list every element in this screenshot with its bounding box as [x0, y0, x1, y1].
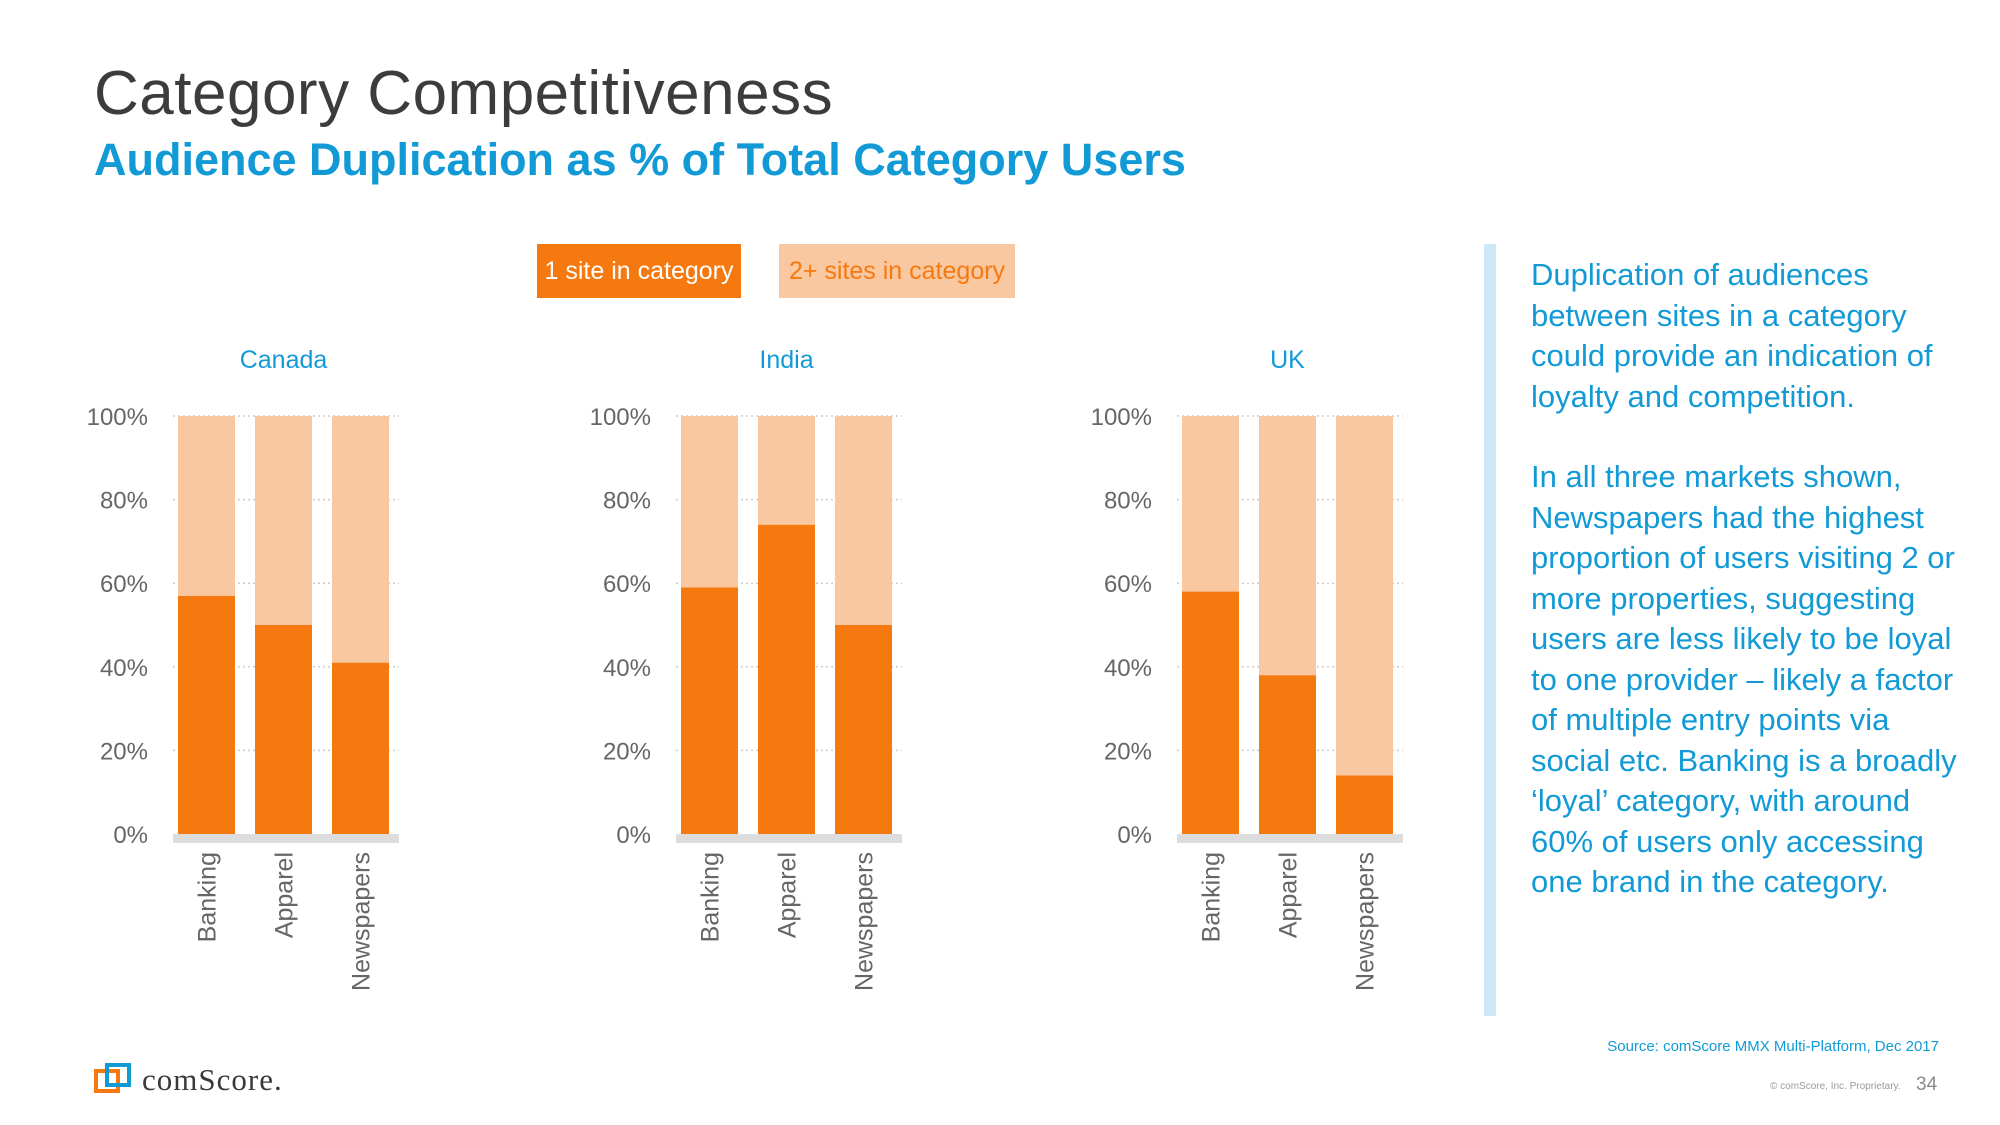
insight-paragraph-2: In all three markets shown, Newspapers h…	[1531, 459, 1957, 899]
x-tick-label-india-2: Newspapers	[851, 852, 879, 991]
y-tick-label-canada-1: 20%	[100, 738, 148, 765]
baseline-canada	[173, 834, 399, 843]
x-tick-label-uk-2: Newspapers	[1352, 852, 1380, 991]
bar-uk-newspapers-series-1	[1336, 775, 1393, 834]
bar-india-banking-series-2	[681, 416, 738, 588]
comscore-logo-text: comScore.	[142, 1062, 283, 1097]
bar-canada-newspapers-series-2	[332, 416, 389, 663]
y-tick-label-canada-0: 0%	[113, 822, 148, 849]
bar-canada-apparel-series-1	[255, 625, 312, 834]
y-tick-label-uk-4: 80%	[1104, 488, 1152, 515]
y-tick-label-india-4: 80%	[603, 488, 651, 515]
bar-uk-newspapers-series-2	[1336, 416, 1393, 776]
y-tick-label-uk-1: 20%	[1104, 738, 1152, 765]
chart-uk: UK 0% 20% 40% 60% 80% 100% Banking Apparel Newspa…	[1091, 346, 1403, 991]
chart-canada: Canada 0% 20% 40% 60% 80% 100% Banking Apparel Ne…	[87, 346, 399, 991]
chart-india: India 0% 20% 40% 60% 80% 100% Banking Apparel New…	[590, 346, 902, 991]
y-tick-label-canada-5: 100%	[87, 404, 148, 431]
page-number: 34	[1916, 1074, 1938, 1095]
baseline-india	[676, 834, 902, 843]
page-subtitle: Audience Duplication as % of Total Categ…	[94, 134, 1186, 185]
bar-canada-banking-series-1	[178, 595, 235, 834]
bar-uk-banking-series-2	[1182, 416, 1239, 592]
bar-uk-apparel-series-1	[1259, 675, 1316, 834]
y-tick-label-uk-0: 0%	[1117, 822, 1152, 849]
comscore-logo-icon	[94, 1063, 131, 1093]
y-tick-label-canada-4: 80%	[100, 488, 148, 515]
x-tick-label-canada-2: Newspapers	[348, 852, 376, 991]
bar-india-newspapers-series-2	[835, 416, 892, 625]
y-tick-label-india-0: 0%	[616, 822, 651, 849]
bar-india-apparel-series-1	[758, 524, 815, 834]
y-tick-label-india-1: 20%	[603, 738, 651, 765]
bar-uk-banking-series-1	[1182, 591, 1239, 834]
y-tick-label-canada-2: 40%	[100, 655, 148, 682]
legend-item-1-site: 1 site in category	[537, 244, 741, 298]
y-tick-label-india-2: 40%	[603, 655, 651, 682]
x-tick-label-canada-1: Apparel	[271, 852, 299, 938]
chart-title-india: India	[759, 346, 813, 374]
source-note: Source: comScore MMX Multi-Platform, Dec…	[1607, 1038, 1939, 1055]
x-tick-label-uk-1: Apparel	[1275, 852, 1303, 938]
y-tick-label-canada-3: 60%	[100, 571, 148, 598]
charts-area: Canada 0% 20% 40% 60% 80% 100% Banking Apparel Ne…	[87, 346, 1403, 991]
x-tick-label-uk-0: Banking	[1198, 852, 1226, 942]
chart-title-canada: Canada	[240, 346, 328, 374]
page-title: Category Competitiveness	[94, 59, 834, 128]
bar-uk-apparel-series-2	[1259, 416, 1316, 676]
y-tick-label-india-3: 60%	[603, 571, 651, 598]
chart-title-uk: UK	[1270, 346, 1305, 374]
baseline-uk	[1177, 834, 1403, 843]
y-tick-label-uk-5: 100%	[1091, 404, 1152, 431]
bar-canada-newspapers-series-1	[332, 662, 389, 834]
insight-text: Duplication of audiences between sites i…	[1531, 255, 1971, 943]
insight-paragraph-1: Duplication of audiences between sites i…	[1531, 257, 1933, 414]
y-tick-label-uk-2: 40%	[1104, 655, 1152, 682]
sidebar-divider	[1484, 244, 1496, 1016]
bar-canada-banking-series-2	[178, 416, 235, 596]
y-tick-label-uk-3: 60%	[1104, 571, 1152, 598]
bar-india-banking-series-1	[681, 587, 738, 834]
x-tick-label-india-0: Banking	[697, 852, 725, 942]
legend-item-2plus-sites: 2+ sites in category	[779, 244, 1015, 298]
copyright-note: © comScore, Inc. Proprietary.	[1770, 1081, 1901, 1092]
comscore-logo: comScore.	[94, 1062, 283, 1098]
y-tick-label-india-5: 100%	[590, 404, 651, 431]
bar-india-apparel-series-2	[758, 416, 815, 525]
x-tick-label-canada-0: Banking	[194, 852, 222, 942]
bar-canada-apparel-series-2	[255, 416, 312, 625]
bar-india-newspapers-series-1	[835, 625, 892, 834]
x-tick-label-india-1: Apparel	[774, 852, 802, 938]
